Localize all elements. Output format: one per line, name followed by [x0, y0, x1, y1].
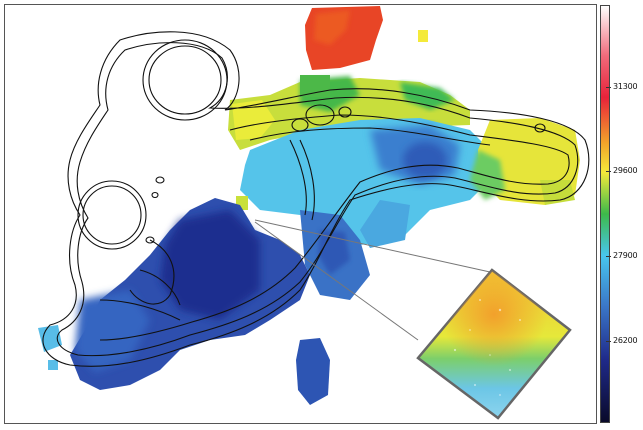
- colorbar-label-31300: 31300: [613, 82, 638, 91]
- colorbar-label-29600: 29600: [613, 166, 638, 175]
- colorbar-tick-3: [606, 256, 611, 257]
- colorbar-label-27900: 27900: [613, 251, 638, 260]
- colorbar-tick-1: [606, 87, 611, 88]
- colorbar-tick-2: [606, 171, 611, 172]
- zoom-inset: [416, 268, 572, 420]
- dark-blue-region: [38, 198, 370, 405]
- colorbar: [600, 5, 610, 423]
- zoom-connector: [254, 219, 491, 341]
- red-region: [305, 6, 428, 70]
- colorbar-label-26200: 26200: [613, 336, 638, 345]
- contour-lines: [42, 31, 590, 367]
- colorbar-tick-4: [606, 341, 611, 342]
- yellow-lobe: [470, 118, 580, 205]
